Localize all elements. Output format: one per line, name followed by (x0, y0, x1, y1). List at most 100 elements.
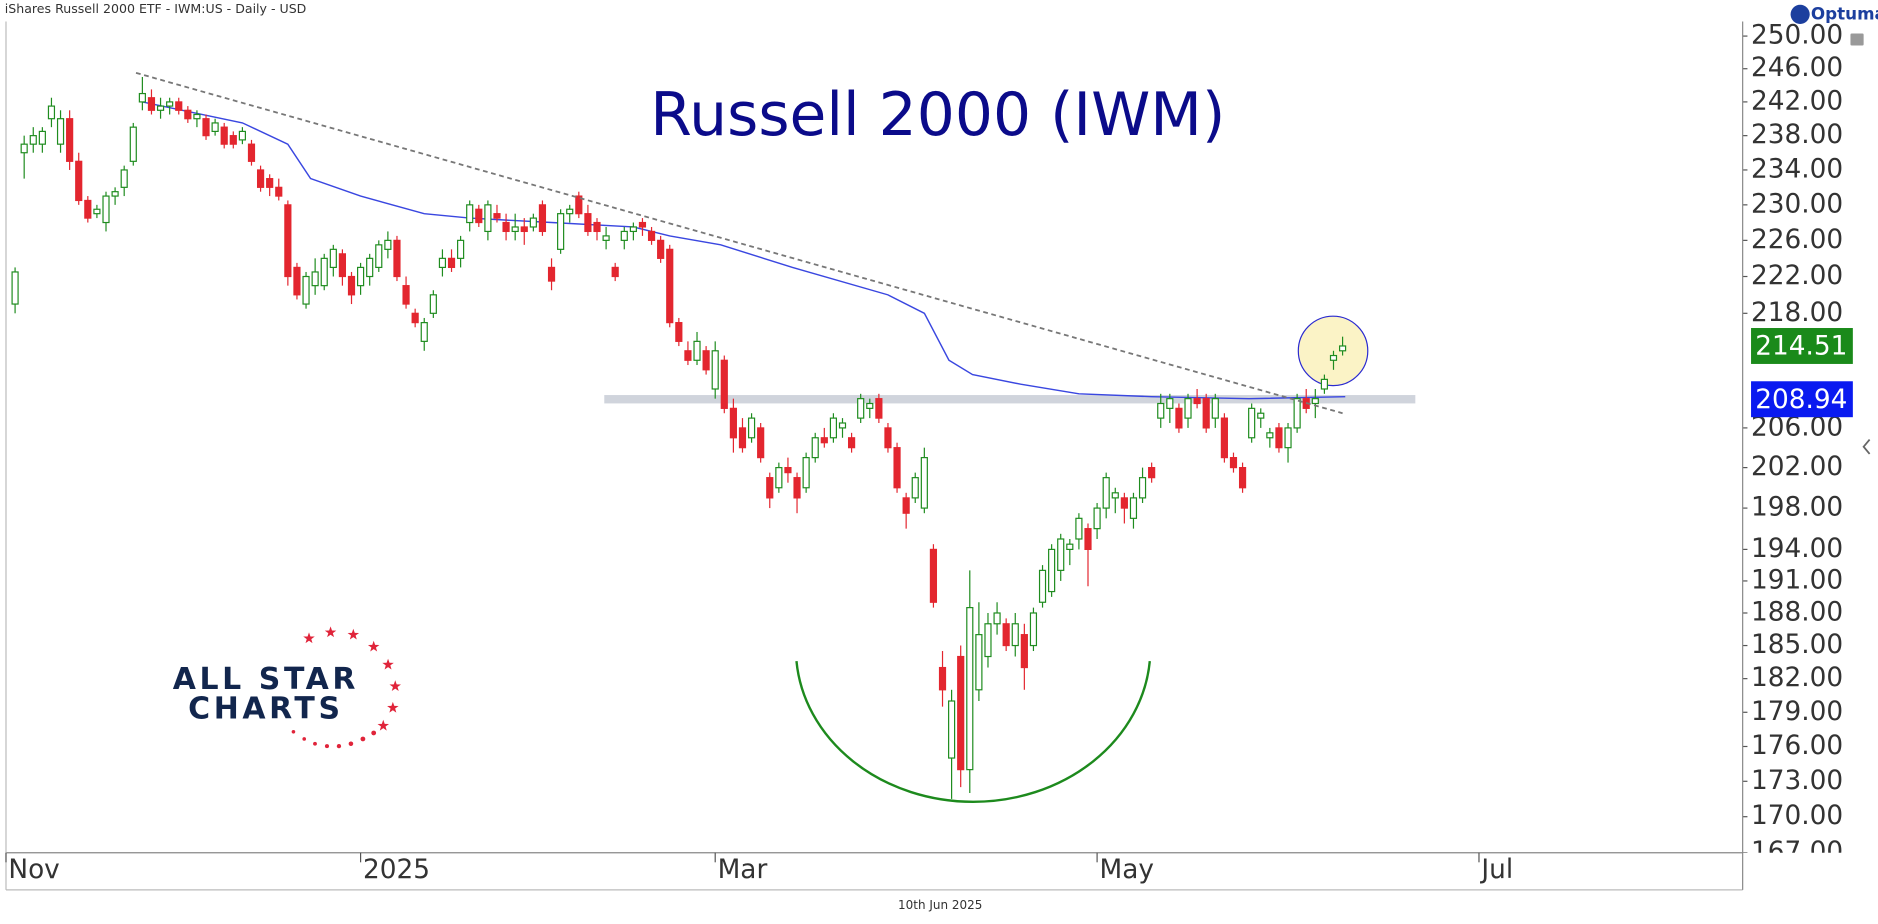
candle-body (1320, 378, 1328, 390)
candle-body (593, 221, 601, 233)
candle-body (702, 350, 710, 371)
candle-body (820, 437, 828, 444)
candle-body (229, 135, 237, 145)
candle-body (1329, 354, 1338, 361)
candle-body (402, 285, 410, 305)
candle-body (311, 271, 319, 287)
candle-body (11, 271, 19, 305)
candle-body (557, 213, 565, 250)
candle-body (1093, 507, 1101, 530)
candle-body (202, 118, 210, 137)
candle-body (757, 427, 765, 459)
candle-body (420, 322, 428, 342)
candle-body (575, 195, 583, 215)
candle-body (1311, 398, 1319, 405)
collapse-arrow (1862, 438, 1871, 455)
candle-body (1229, 457, 1238, 469)
candle-body (1038, 569, 1047, 603)
candle-body (747, 417, 756, 439)
candle-body (293, 266, 301, 296)
y-tick-label: 179.00 (1751, 697, 1843, 727)
candle-body (938, 666, 947, 691)
y-tick-label: 202.00 (1751, 452, 1843, 482)
candle-body (1238, 467, 1247, 489)
candle-body (784, 467, 792, 474)
candle-body (1138, 477, 1147, 499)
candle-body (1111, 492, 1119, 499)
chart-header: iShares Russell 2000 ETF - IWM:US - Dail… (5, 1, 307, 16)
candle-body (275, 186, 283, 197)
candle-body (766, 477, 774, 499)
y-tick-label: 222.00 (1751, 261, 1843, 291)
candle-body (384, 239, 392, 250)
x-tick-label: 2025 (363, 855, 430, 885)
candle-body (193, 113, 201, 120)
candle-body (475, 208, 483, 224)
candle-body (684, 350, 692, 361)
candle-body (993, 612, 1001, 625)
candle-body (675, 322, 683, 342)
candle-body (284, 204, 292, 278)
candle-body (347, 275, 356, 296)
candle-body (166, 101, 174, 107)
candle-body (611, 266, 619, 278)
logo: ALL STAR CHARTS (173, 626, 401, 749)
candle-body (811, 437, 819, 459)
candle-body (884, 427, 892, 449)
y-tick-label: 170.00 (1751, 801, 1843, 831)
candle-body (720, 359, 728, 409)
moving-average (142, 101, 1346, 400)
candle-body (793, 477, 801, 499)
candle-body (29, 135, 37, 145)
candle-body (520, 226, 528, 233)
candle-body (447, 257, 456, 269)
y-tick-label: 218.00 (1751, 298, 1843, 328)
candle-body (902, 497, 910, 514)
candle-body (266, 178, 274, 188)
candle-body (857, 398, 865, 419)
candle-body (438, 257, 447, 269)
candle-body (647, 230, 656, 241)
candle-body (866, 402, 874, 409)
candle-body (547, 266, 556, 282)
candle-body (966, 607, 974, 771)
candle-body (320, 257, 328, 287)
candle-body (1020, 634, 1028, 669)
candle-body (847, 437, 856, 449)
y-tick-label: 194.00 (1751, 534, 1843, 564)
candle-body (1120, 497, 1128, 509)
candle-body (1184, 398, 1192, 419)
candle-body (1075, 517, 1083, 540)
candle-body (893, 447, 901, 489)
candle-body (920, 457, 928, 509)
candle-body (120, 169, 128, 188)
candle-body (638, 221, 647, 228)
candle-body (1338, 345, 1347, 352)
brand-name: Optuma (1811, 3, 1878, 23)
candle-body (366, 257, 374, 278)
candle-body (693, 340, 701, 361)
candle-body (147, 97, 156, 111)
candle-body (1166, 398, 1174, 409)
price-tag (1751, 328, 1853, 364)
logo-text: ALL STAR (173, 662, 359, 697)
candle-body (538, 204, 547, 233)
candle-body (93, 208, 101, 215)
candle-body (1257, 412, 1265, 419)
candle-body (466, 204, 474, 224)
candle-body (775, 467, 783, 489)
y-tick-label: 173.00 (1751, 766, 1843, 796)
candle-body (948, 700, 956, 759)
y-tick-label: 182.00 (1751, 663, 1843, 693)
candle-body (493, 213, 501, 219)
candle-body (256, 169, 265, 188)
candle-body (184, 109, 192, 120)
candle-body (629, 226, 637, 233)
y-tick-label: 176.00 (1751, 731, 1843, 761)
candle-body (102, 195, 110, 224)
y-tick-label: 234.00 (1751, 154, 1843, 184)
candle-body (511, 226, 519, 233)
y-tick-label: 238.00 (1751, 120, 1843, 150)
candle-body (38, 130, 46, 145)
